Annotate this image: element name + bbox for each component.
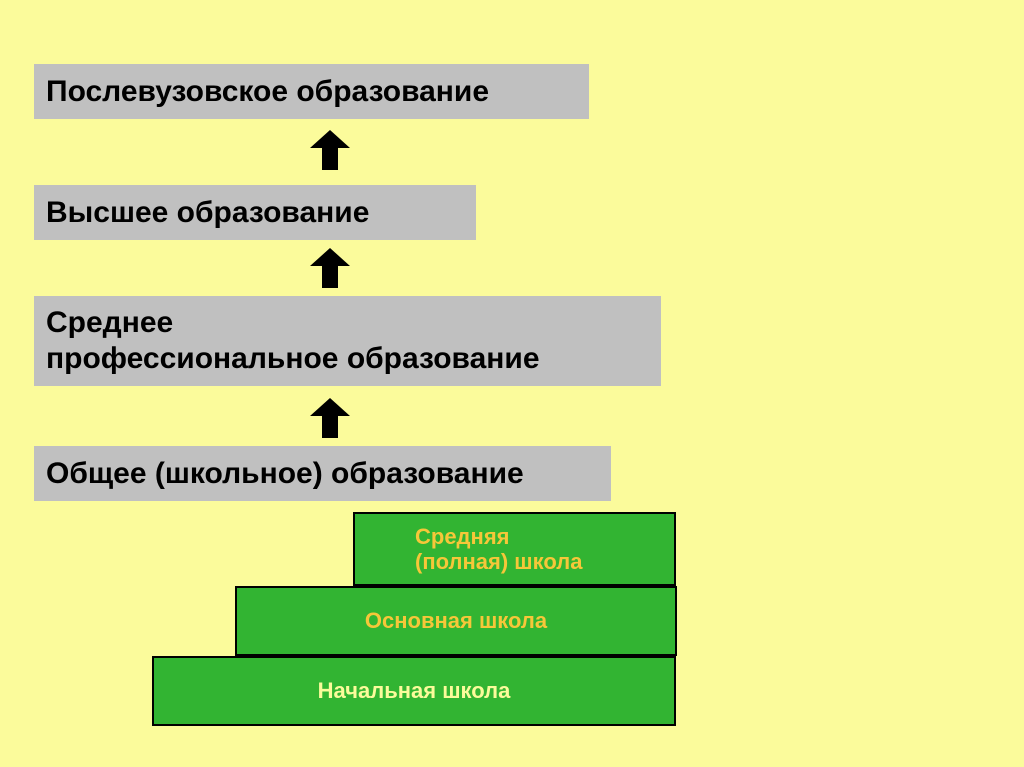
school-box-basic: Основная школа xyxy=(235,586,677,656)
level-label: Среднее профессиональное образование xyxy=(46,305,540,377)
level-box-vocational: Среднее профессиональное образование xyxy=(34,296,661,386)
school-label: Средняя (полная) школа xyxy=(415,524,582,575)
level-label: Послевузовское образование xyxy=(46,74,489,110)
arrow-up-icon xyxy=(310,248,350,288)
level-label: Общее (школьное) образование xyxy=(46,456,524,492)
school-label: Начальная школа xyxy=(318,678,511,703)
school-box-upper: Средняя (полная) школа xyxy=(353,512,676,586)
level-box-postgraduate: Послевузовское образование xyxy=(34,64,589,119)
school-label: Основная школа xyxy=(365,608,547,633)
arrow-up-icon xyxy=(310,398,350,438)
level-box-general: Общее (школьное) образование xyxy=(34,446,611,501)
slide-root: Послевузовское образование Высшее образо… xyxy=(0,0,1024,767)
school-box-primary: Начальная школа xyxy=(152,656,676,726)
level-box-higher: Высшее образование xyxy=(34,185,476,240)
level-label: Высшее образование xyxy=(46,195,369,231)
arrow-up-icon xyxy=(310,130,350,170)
